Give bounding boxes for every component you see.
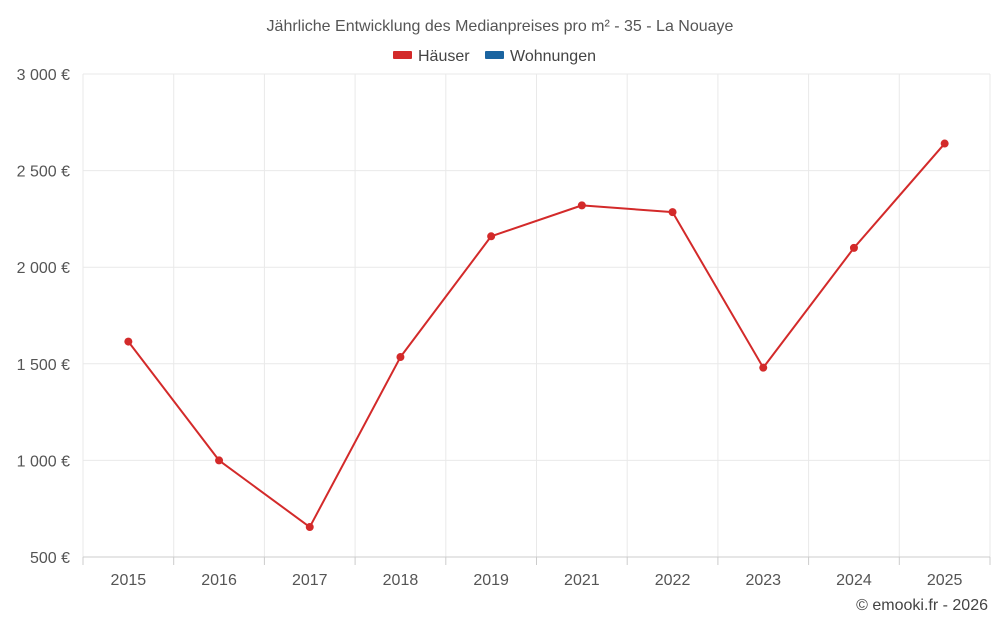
data-point[interactable] [940,139,949,148]
data-point[interactable] [124,337,133,346]
y-tick-label: 500 € [30,550,70,567]
legend-item-haeuser[interactable]: Häuser [393,48,470,65]
credit-text: © emooki.fr - 2026 [856,597,988,614]
x-tick-label: 2024 [836,572,872,589]
x-tick-label: 2021 [564,572,600,589]
y-tick-label: 3 000 € [17,67,70,84]
x-tick-label: 2022 [655,572,691,589]
legend-swatch-haeuser [393,51,412,59]
y-tick-label: 1 500 € [17,357,70,374]
y-tick-label: 2 000 € [17,260,70,277]
legend: Häuser Wohnungen [393,48,596,65]
data-point[interactable] [215,456,224,465]
data-point[interactable] [305,523,314,532]
y-tick-label: 1 000 € [17,453,70,470]
x-tick-label: 2016 [201,572,237,589]
y-axis: 500 € 1 000 € 1 500 € 2 000 € 2 500 € 3 000 € [17,67,70,567]
x-tick-label: 2023 [745,572,781,589]
series-haeuser [124,139,949,532]
x-tick-label: 2025 [927,572,963,589]
x-tick-label: 2019 [473,572,509,589]
y-tick-label: 2 500 € [17,164,70,181]
series-line [127,142,946,529]
data-point[interactable] [759,363,768,372]
data-point[interactable] [396,353,405,362]
legend-label-haeuser: Häuser [418,48,470,65]
chart-title: Jährliche Entwicklung des Medianpreises … [267,18,734,35]
data-point[interactable] [849,243,858,252]
x-tick-label: 2015 [111,572,147,589]
x-axis: 2015 2016 2017 2018 2019 2021 2022 2023 2024 2025 [82,556,991,589]
data-point[interactable] [668,208,677,217]
x-tick-label: 2018 [383,572,419,589]
x-tick-label: 2017 [292,572,328,589]
legend-item-wohnungen[interactable]: Wohnungen [485,48,596,65]
grid [82,73,991,557]
data-point[interactable] [577,201,586,210]
legend-label-wohnungen: Wohnungen [510,48,596,65]
legend-swatch-wohnungen [485,51,504,59]
data-point[interactable] [487,232,496,241]
